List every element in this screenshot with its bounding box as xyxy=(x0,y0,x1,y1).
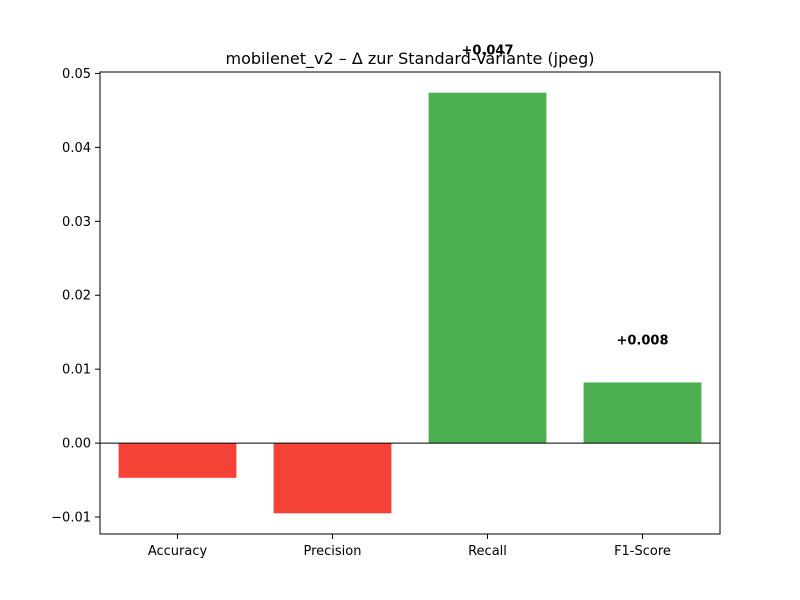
y-tick-label: 0.02 xyxy=(62,289,91,304)
value-labels-group: +0.047 +0.008 xyxy=(461,44,668,349)
bar-recall xyxy=(428,92,547,444)
x-axis: Accuracy Precision Recall F1-Score xyxy=(148,534,671,559)
y-tick-label: −0.01 xyxy=(51,510,91,525)
value-label-f1-score: +0.008 xyxy=(616,333,668,348)
x-tick-label-f1-score: F1-Score xyxy=(614,544,671,559)
bar-f1-score xyxy=(583,382,702,444)
x-tick-label-recall: Recall xyxy=(468,544,507,559)
y-axis: −0.01 0.00 0.01 0.02 0.03 0.04 0.05 xyxy=(51,67,100,525)
y-tick-label: 0.04 xyxy=(62,141,91,156)
y-tick-label: 0.00 xyxy=(62,437,91,452)
y-tick-label: 0.01 xyxy=(62,363,91,378)
x-tick-label-accuracy: Accuracy xyxy=(148,544,208,559)
plot-frame xyxy=(99,71,721,535)
bars-group xyxy=(118,92,702,514)
x-tick-label-precision: Precision xyxy=(303,544,361,559)
value-label-recall: +0.047 xyxy=(461,44,513,59)
chart-title: mobilenet_v2 – Δ zur Standard-Variante (… xyxy=(226,49,595,69)
y-tick-label: 0.05 xyxy=(62,67,91,82)
y-tick-label: 0.03 xyxy=(62,215,91,230)
bar-precision xyxy=(273,443,392,514)
bar-accuracy xyxy=(118,443,237,478)
